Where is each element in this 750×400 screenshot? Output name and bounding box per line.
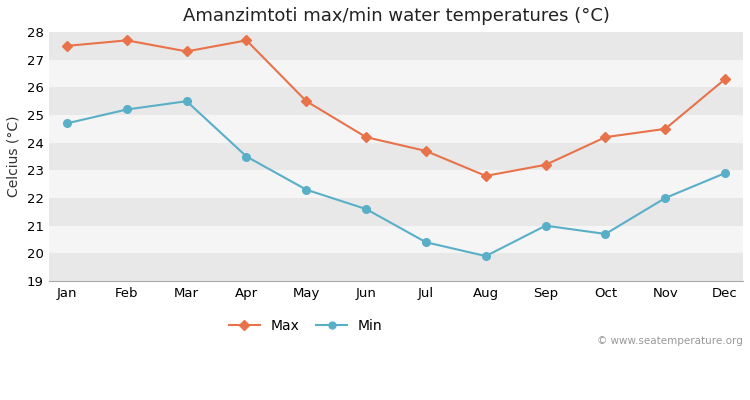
Max (242, 38, 251, 43)
Max (122, 38, 131, 43)
Min (541, 223, 550, 228)
Max (422, 148, 430, 153)
Min (122, 107, 131, 112)
Bar (49, 143, 743, 170)
Bar (49, 226, 743, 253)
Min (62, 121, 71, 126)
Max (62, 44, 71, 48)
Max (362, 135, 370, 140)
Text: © www.seatemperature.org: © www.seatemperature.org (597, 336, 743, 346)
Min (422, 240, 430, 245)
Min (362, 207, 370, 212)
Min (721, 171, 730, 176)
Bar (49, 87, 743, 115)
Bar (49, 115, 743, 143)
Min (182, 99, 191, 104)
Max (182, 49, 191, 54)
Max (721, 77, 730, 82)
Min (601, 232, 610, 236)
Min (242, 154, 251, 159)
Min (661, 196, 670, 200)
Max (302, 99, 310, 104)
Max (661, 126, 670, 131)
Bar (49, 198, 743, 226)
Max (601, 135, 610, 140)
Line: Max: Max (63, 36, 729, 180)
Min (482, 254, 490, 258)
Bar (49, 32, 743, 60)
Title: Amanzimtoti max/min water temperatures (°C): Amanzimtoti max/min water temperatures (… (182, 7, 610, 25)
Legend: Max, Min: Max, Min (224, 314, 388, 339)
Max (541, 162, 550, 167)
Min (302, 187, 310, 192)
Line: Min: Min (63, 97, 729, 260)
Y-axis label: Celcius (°C): Celcius (°C) (7, 116, 21, 197)
Bar (49, 170, 743, 198)
Bar (49, 253, 743, 281)
Bar (49, 60, 743, 87)
Max (482, 174, 490, 178)
